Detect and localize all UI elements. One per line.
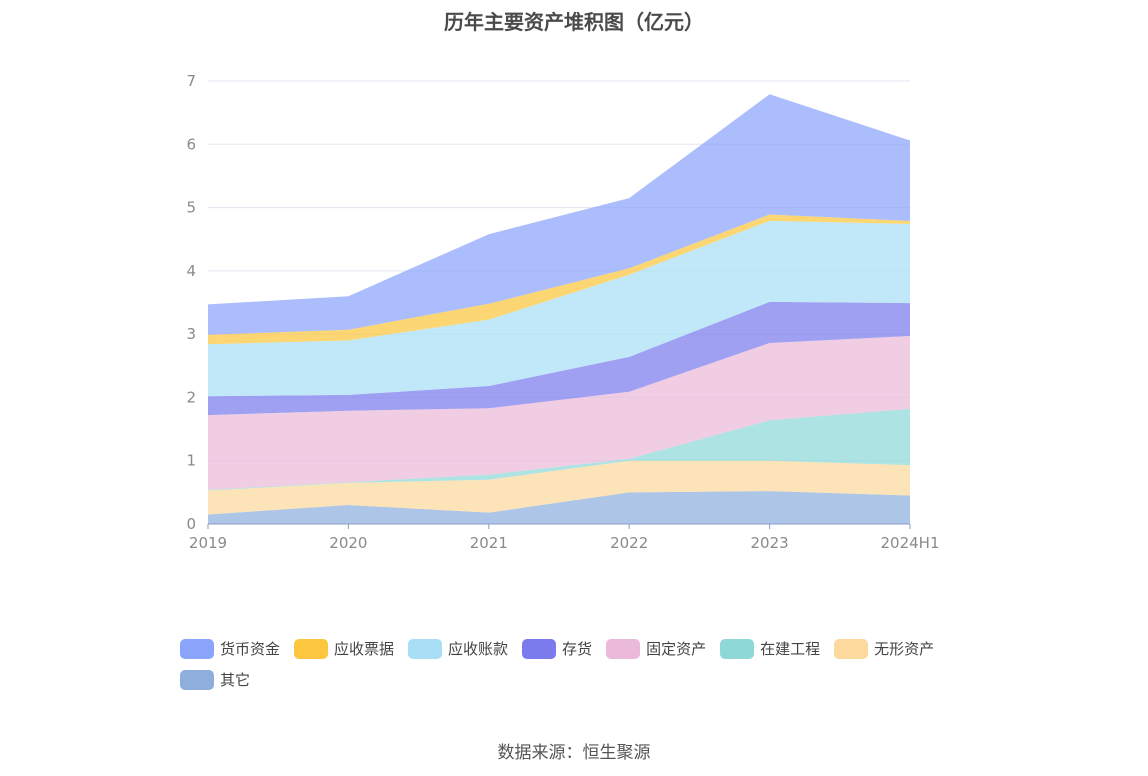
legend-swatch <box>294 638 329 659</box>
area-series <box>208 460 910 515</box>
area-series-layer <box>208 94 910 524</box>
legend-label: 无形资产 <box>874 640 935 658</box>
legend: 货币资金 应收票据 应收账款 存货 固定资产 在建工程 无形资产其它 <box>180 638 1000 700</box>
x-tick-label: 2022 <box>610 534 648 552</box>
chart-title: 历年主要资产堆积图（亿元） <box>444 10 704 34</box>
y-tick-label: 6 <box>186 135 196 153</box>
legend-swatch <box>834 638 869 659</box>
legend-item[interactable]: 存货 <box>522 638 592 659</box>
legend-item[interactable]: 无形资产 <box>834 638 934 659</box>
y-tick-label: 3 <box>186 325 196 343</box>
source-note: 数据来源：恒生聚源 <box>497 743 651 763</box>
legend-label: 其它 <box>220 671 251 689</box>
x-tick-label: 2023 <box>751 534 789 552</box>
legend-item[interactable]: 应收账款 <box>408 638 508 659</box>
y-tick-label: 1 <box>186 452 196 470</box>
legend-swatch <box>408 638 443 659</box>
x-tick-label: 2024H1 <box>881 534 940 552</box>
area-series <box>208 94 910 335</box>
y-tick-label: 7 <box>186 72 196 90</box>
legend-label: 存货 <box>562 640 593 658</box>
legend-swatch <box>720 638 755 659</box>
x-tick-label: 2020 <box>329 534 367 552</box>
y-tick-label: 5 <box>186 199 196 217</box>
y-tick-label: 0 <box>186 515 196 533</box>
legend-label: 固定资产 <box>646 640 707 658</box>
area-series <box>208 336 910 490</box>
legend-item[interactable]: 货币资金 <box>180 638 280 659</box>
legend-swatch <box>180 669 214 690</box>
legend-swatch <box>606 638 641 659</box>
legend-swatch <box>522 638 557 659</box>
stacked-area-chart: 0 1 2 3 4 5 6 7 2019 2020 2021 2022 2023 2024H1 <box>186 72 939 552</box>
x-tick-label: 2019 <box>189 534 227 552</box>
area-series <box>208 491 910 524</box>
y-tick-label: 4 <box>186 262 196 280</box>
legend-item[interactable]: 应收票据 <box>294 638 394 659</box>
legend-item[interactable]: 固定资产 <box>606 638 706 659</box>
area-series <box>208 301 910 416</box>
area-series <box>208 220 910 397</box>
y-tick-label: 2 <box>186 388 196 406</box>
legend-label: 货币资金 <box>220 640 281 658</box>
legend-label: 在建工程 <box>760 640 821 658</box>
x-tick-label: 2021 <box>470 534 508 552</box>
legend-swatch <box>180 638 214 659</box>
legend-label: 应收票据 <box>334 640 395 658</box>
legend-item[interactable]: 其它 <box>180 669 250 690</box>
legend-label: 应收账款 <box>448 640 509 658</box>
axes: 0 1 2 3 4 5 6 7 2019 2020 2021 2022 2023 2024H1 <box>186 72 939 552</box>
legend-item[interactable]: 在建工程 <box>720 638 820 659</box>
area-series <box>208 408 910 491</box>
